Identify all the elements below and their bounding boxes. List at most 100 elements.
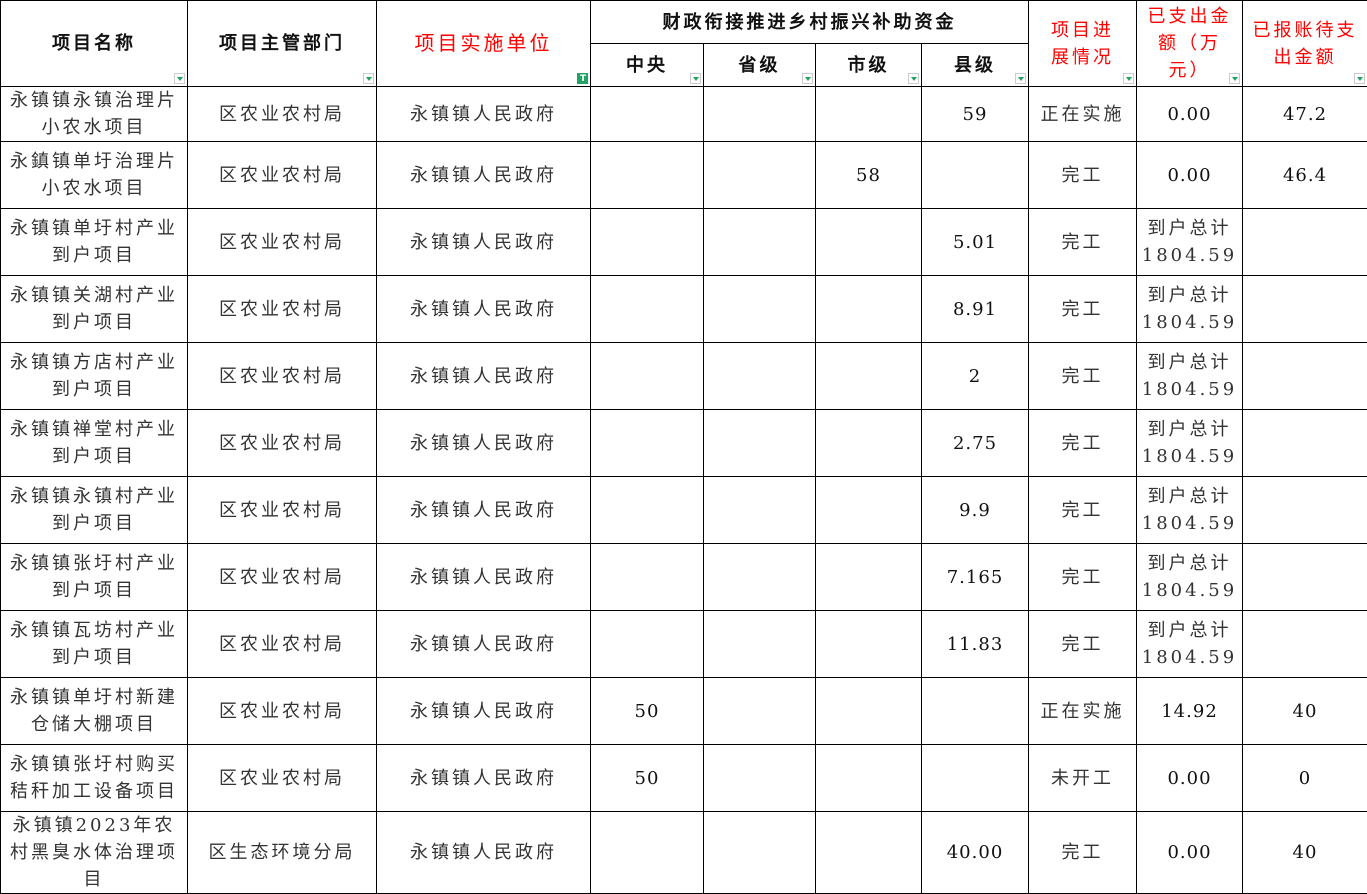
cell-city[interactable]	[816, 209, 922, 276]
cell-county[interactable]: 5.01	[922, 209, 1029, 276]
cell-spent[interactable]: 到户总计1804.59	[1137, 209, 1243, 276]
cell-spent[interactable]: 14.92	[1137, 678, 1243, 745]
cell-dept[interactable]: 区农业农村局	[188, 87, 377, 142]
cell-spent[interactable]: 0.00	[1137, 745, 1243, 812]
cell-pending[interactable]: 47.2	[1243, 87, 1367, 142]
cell-city[interactable]	[816, 812, 922, 894]
cell-spent[interactable]: 到户总计1804.59	[1137, 544, 1243, 611]
cell-pending[interactable]	[1243, 611, 1367, 678]
filter-dropdown-icon[interactable]	[174, 73, 185, 84]
cell-dept[interactable]: 区农业农村局	[188, 678, 377, 745]
cell-province[interactable]	[704, 209, 816, 276]
cell-city[interactable]	[816, 410, 922, 477]
cell-city[interactable]: 58	[816, 142, 922, 209]
cell-name[interactable]: 永镇镇方店村产业到户项目	[1, 343, 188, 410]
cell-county[interactable]: 9.9	[922, 477, 1029, 544]
cell-province[interactable]	[704, 544, 816, 611]
cell-dept[interactable]: 区农业农村局	[188, 276, 377, 343]
cell-progress[interactable]: 完工	[1029, 477, 1137, 544]
cell-pending[interactable]: 0	[1243, 745, 1367, 812]
cell-central[interactable]	[591, 477, 704, 544]
cell-progress[interactable]: 正在实施	[1029, 87, 1137, 142]
cell-pending[interactable]	[1243, 410, 1367, 477]
cell-unit[interactable]: 永镇镇人民政府	[377, 410, 591, 477]
cell-spent[interactable]: 0.00	[1137, 87, 1243, 142]
cell-unit[interactable]: 永镇镇人民政府	[377, 477, 591, 544]
cell-dept[interactable]: 区农业农村局	[188, 343, 377, 410]
cell-central[interactable]	[591, 87, 704, 142]
cell-name[interactable]: 永镇镇2023年农村黑臭水体治理项目	[1, 812, 188, 894]
cell-province[interactable]	[704, 611, 816, 678]
header-pending[interactable]: 已报账待支出金额	[1243, 1, 1367, 87]
filter-active-icon[interactable]	[577, 73, 588, 84]
cell-city[interactable]	[816, 678, 922, 745]
filter-dropdown-icon[interactable]	[1123, 73, 1134, 84]
filter-dropdown-icon[interactable]	[363, 73, 374, 84]
cell-spent[interactable]: 0.00	[1137, 812, 1243, 894]
cell-progress[interactable]: 完工	[1029, 142, 1137, 209]
cell-province[interactable]	[704, 678, 816, 745]
cell-county[interactable]: 2.75	[922, 410, 1029, 477]
header-city[interactable]: 市级	[816, 44, 922, 87]
cell-central[interactable]	[591, 611, 704, 678]
cell-dept[interactable]: 区农业农村局	[188, 544, 377, 611]
cell-pending[interactable]	[1243, 477, 1367, 544]
cell-dept[interactable]: 区生态环境分局	[188, 812, 377, 894]
cell-central[interactable]	[591, 544, 704, 611]
cell-name[interactable]: 永镇镇瓦坊村产业到户项目	[1, 611, 188, 678]
cell-county[interactable]: 2	[922, 343, 1029, 410]
cell-province[interactable]	[704, 343, 816, 410]
cell-city[interactable]	[816, 276, 922, 343]
cell-unit[interactable]: 永镇镇人民政府	[377, 209, 591, 276]
cell-progress[interactable]: 完工	[1029, 812, 1137, 894]
cell-central[interactable]	[591, 343, 704, 410]
cell-city[interactable]	[816, 87, 922, 142]
cell-spent[interactable]: 到户总计1804.59	[1137, 410, 1243, 477]
cell-progress[interactable]: 完工	[1029, 209, 1137, 276]
filter-dropdown-icon[interactable]	[802, 73, 813, 84]
cell-central[interactable]	[591, 209, 704, 276]
cell-spent[interactable]: 到户总计1804.59	[1137, 477, 1243, 544]
cell-city[interactable]	[816, 611, 922, 678]
cell-unit[interactable]: 永镇镇人民政府	[377, 812, 591, 894]
cell-central[interactable]: 50	[591, 678, 704, 745]
cell-province[interactable]	[704, 410, 816, 477]
cell-name[interactable]: 永镇镇关湖村产业到户项目	[1, 276, 188, 343]
cell-city[interactable]	[816, 343, 922, 410]
cell-unit[interactable]: 永镇镇人民政府	[377, 276, 591, 343]
cell-spent[interactable]: 到户总计1804.59	[1137, 276, 1243, 343]
cell-province[interactable]	[704, 745, 816, 812]
cell-city[interactable]	[816, 544, 922, 611]
cell-progress[interactable]: 正在实施	[1029, 678, 1137, 745]
cell-progress[interactable]: 完工	[1029, 276, 1137, 343]
cell-name[interactable]: 永镇镇永镇村产业到户项目	[1, 477, 188, 544]
header-province[interactable]: 省级	[704, 44, 816, 87]
cell-pending[interactable]	[1243, 544, 1367, 611]
cell-name[interactable]: 永镇镇禅堂村产业到户项目	[1, 410, 188, 477]
cell-progress[interactable]: 完工	[1029, 544, 1137, 611]
filter-dropdown-icon[interactable]	[1229, 73, 1240, 84]
cell-city[interactable]	[816, 477, 922, 544]
cell-county[interactable]: 40.00	[922, 812, 1029, 894]
filter-dropdown-icon[interactable]	[1354, 73, 1365, 84]
cell-progress[interactable]: 未开工	[1029, 745, 1137, 812]
cell-unit[interactable]: 永镇镇人民政府	[377, 611, 591, 678]
cell-unit[interactable]: 永镇镇人民政府	[377, 544, 591, 611]
cell-name[interactable]: 永镇镇张圩村购买秸秆加工设备项目	[1, 745, 188, 812]
cell-central[interactable]	[591, 410, 704, 477]
cell-spent[interactable]: 到户总计1804.59	[1137, 611, 1243, 678]
cell-name[interactable]: 永镇镇单圩村新建仓储大棚项目	[1, 678, 188, 745]
cell-name[interactable]: 永鎮镇单圩治理片小农水项目	[1, 142, 188, 209]
cell-pending[interactable]: 40	[1243, 812, 1367, 894]
cell-pending[interactable]	[1243, 276, 1367, 343]
cell-central[interactable]	[591, 142, 704, 209]
cell-spent[interactable]: 0.00	[1137, 142, 1243, 209]
cell-progress[interactable]: 完工	[1029, 343, 1137, 410]
cell-unit[interactable]: 永镇镇人民政府	[377, 745, 591, 812]
cell-dept[interactable]: 区农业农村局	[188, 209, 377, 276]
cell-dept[interactable]: 区农业农村局	[188, 477, 377, 544]
cell-central[interactable]: 50	[591, 745, 704, 812]
cell-province[interactable]	[704, 812, 816, 894]
cell-county[interactable]: 11.83	[922, 611, 1029, 678]
cell-central[interactable]	[591, 812, 704, 894]
